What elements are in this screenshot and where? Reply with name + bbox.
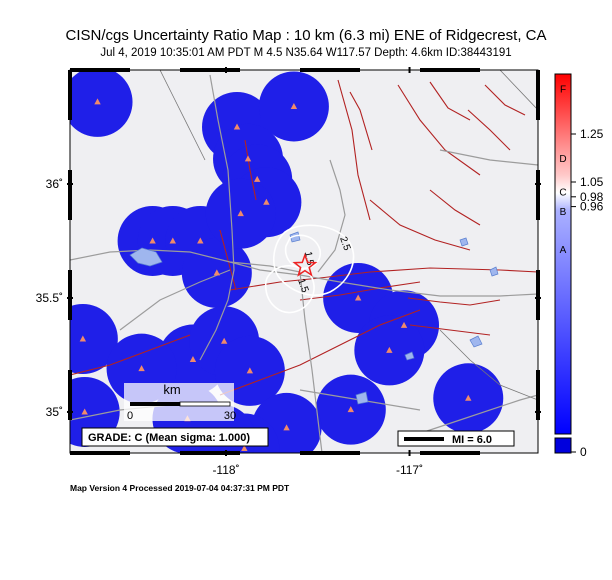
station-triangle-icon[interactable] [169,237,176,244]
scale-start: 0 [127,410,133,422]
colorbar-grades: F D CB A [559,84,566,256]
grade-text: GRADE: C (Mean sigma: 1.000) [88,432,250,444]
frame-bar [300,451,360,455]
frame-bar [536,270,540,320]
x-axis-label: -118˚ [212,463,239,477]
water-features [129,231,499,405]
colorbar-grade-label: C [559,188,566,199]
frame-bar [420,451,480,455]
colorbar-gradient [554,73,572,435]
x-tick-bottom [408,450,411,456]
frame-bar [300,68,360,72]
frame-bar [70,451,130,455]
y-axis-label: 36˚ [46,177,63,191]
station-triangle-icon[interactable] [246,367,254,374]
station-triangle-icon[interactable] [138,365,145,372]
station-triangle-icon[interactable] [386,346,393,353]
map-title: CISN/cgs Uncertainty Ratio Map : 10 km (… [65,27,547,44]
fault-lines [70,79,538,396]
frame-bar [70,68,130,72]
frame-bar [68,170,72,220]
frame-bar [68,370,72,420]
station-triangle-icon[interactable] [354,294,362,301]
version-footer: Map Version 4 Processed 2019-07-04 04:37… [70,483,290,493]
scale-end: 30 [224,410,236,422]
colorbar-grade-label: D [559,154,566,165]
colorbar-zero-swatch [554,437,572,454]
contour-label-3: 1.5 [295,277,310,294]
mi-bar [404,437,444,441]
station-zone [70,304,118,375]
frame-bar [68,70,72,120]
scale-unit: km [163,382,180,397]
colorbar-tick-label: 0.98 [580,190,604,204]
y-axis-label: 35˚ [46,405,63,419]
colorbar-grade-label: B [560,207,567,218]
mi-box: MI = 6.0 [397,430,515,447]
map-plot-area: 1.5 2.5 1.5 -118˚ -117˚36˚35.5˚35˚ km 0 3… [36,67,541,477]
scale-segment-2 [179,401,231,407]
station-triangle-icon[interactable] [465,394,472,401]
frame-bar [536,70,540,120]
station-triangle-icon[interactable] [347,406,354,413]
scale-bar: km 0 30 [124,382,236,422]
station-triangle-icon[interactable] [254,175,261,182]
station-triangle-icon[interactable] [263,198,270,205]
scale-segment-1 [130,402,180,406]
mi-box-frame [397,430,515,447]
station-triangle-icon[interactable] [81,408,88,415]
grade-box-frame [81,427,269,447]
colorbar-grade-label: A [560,245,567,256]
y-axis-label: 35.5˚ [36,291,63,305]
station-triangle-icon[interactable] [283,424,290,431]
station-triangle-icon[interactable] [94,98,101,105]
station-triangle-icon[interactable] [213,269,221,276]
station-triangle-icon[interactable] [241,444,248,451]
colorbar: 1.25 1.050.980.96 0 F D CB A [554,73,604,459]
colorbar-tick-label: 0.96 [580,200,604,214]
station-triangle-icon[interactable] [220,337,228,344]
station-triangle-icon[interactable] [400,321,408,328]
event-subtitle: Jul 4, 2019 10:35:01 AM PDT M 4.5 N35.64… [100,47,512,59]
colorbar-tick-label: 1.25 [580,127,604,141]
x-axis-label: -117˚ [396,463,423,477]
frame-bar [68,270,72,320]
station-triangle-icon[interactable] [244,155,252,162]
mi-text: MI = 6.0 [452,434,492,446]
x-tick-top [408,67,411,73]
colorbar-grade-label: F [560,84,566,95]
station-zone [70,70,133,137]
frame-bar [180,68,240,72]
contour-label-2: 2.5 [337,235,352,252]
station-triangle-icon[interactable] [197,237,204,244]
frame-bar [536,370,540,420]
frame-bar [180,451,240,455]
frame-bar [536,170,540,220]
station-triangle-icon[interactable] [149,237,156,244]
uncertainty-contours [264,224,355,314]
station-triangle-icon[interactable] [79,335,87,342]
frame-bar [420,68,480,72]
colorbar-tick-label: 0 [580,445,587,459]
station-triangle-icon[interactable] [290,102,298,109]
frame-ticks [67,67,541,456]
axis-labels: -118˚ -117˚ 36˚ 35.5˚ 35˚ [36,177,423,477]
station-triangle-icon[interactable] [189,356,197,363]
boundary-lines [159,70,538,401]
colorbar-tick-label: 1.05 [580,175,604,189]
station-markers [79,98,472,451]
station-triangle-icon[interactable] [233,123,241,130]
station-triangle-icon[interactable] [237,210,244,217]
epicenter-star-icon[interactable] [292,252,318,277]
colorbar-ticks: 1.25 1.050.980.96 0 [571,127,604,459]
grade-box: GRADE: C (Mean sigma: 1.000) [81,427,269,447]
